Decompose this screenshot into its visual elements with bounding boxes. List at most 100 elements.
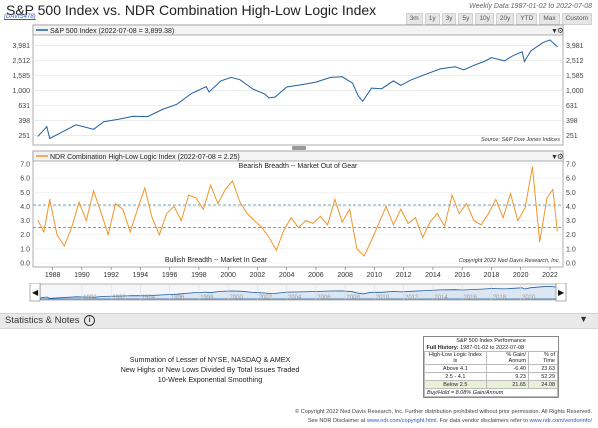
hl-data-point <box>349 208 350 210</box>
hl-y-tick-label: 1.0 <box>20 246 30 253</box>
chevron-down-icon[interactable]: ▼ <box>579 314 588 324</box>
hl-data-point <box>115 203 116 204</box>
timeframe-3m-button[interactable]: 3m <box>405 13 423 25</box>
timeframe-max-button[interactable]: Max <box>539 13 560 25</box>
perf-row-gain: 21.65 <box>485 380 529 389</box>
hl-data-point <box>305 220 307 221</box>
hl-x-tick-label: 2022 <box>542 272 558 279</box>
spx-data-point <box>274 96 276 98</box>
spx-y-tick-label: 251 <box>18 133 30 140</box>
timeframe-3y-button[interactable]: 3y <box>441 13 457 25</box>
spx-y-tick-label: 1,000 <box>12 88 30 95</box>
spx-source: Source: S&P Dow Jones Indices <box>481 137 560 143</box>
spx-data-point <box>191 92 192 94</box>
stats-header-bar[interactable]: Statistics & Notes i ▼ <box>0 313 598 329</box>
hl-data-point <box>63 245 65 247</box>
perf-title: S&P 500 Index Performance <box>456 337 526 344</box>
spx-data-point <box>252 88 254 90</box>
timeframe-ytd-button[interactable]: YTD <box>516 13 538 25</box>
hl-data-point <box>473 220 475 221</box>
navigator-x-tick-label: 2008 <box>346 295 360 301</box>
spx-legend-bar <box>32 24 564 36</box>
hl-y-tick-label: 0.0 <box>566 261 576 268</box>
spx-data-point <box>393 80 394 82</box>
footer-disclaimer-text: See NDR Disclaimer at <box>307 418 367 424</box>
navigator-right-arrow-icon[interactable]: ▶ <box>558 288 565 297</box>
perf-buyhold: Buy/Hold = 8.08% Gain/Annum <box>424 388 558 397</box>
spx-y-axis-right: 251 398 631 1,000 1,585 2,512 3,981 <box>566 43 584 140</box>
navigator-left-handle[interactable] <box>29 283 41 302</box>
spx-y-tick-label: 2,512 <box>12 58 30 65</box>
timeframe-20y-button[interactable]: 20y <box>495 13 515 25</box>
hl-data-point <box>195 197 197 199</box>
navigator-x-tick-label: 1992 <box>112 295 126 301</box>
copyright-link[interactable]: www.ndr.com/copyright.html <box>366 418 437 424</box>
spx-data-point <box>264 93 266 95</box>
spx-data-point <box>239 79 241 81</box>
hl-data-point <box>414 217 416 219</box>
navigator-x-tick-label: 2002 <box>259 295 273 301</box>
spx-data-point <box>491 57 492 59</box>
hl-x-tick-label: 2000 <box>220 272 236 279</box>
spx-gear-icon[interactable]: ⚙ <box>557 26 564 35</box>
timeframe-1y-button[interactable]: 1y <box>424 13 440 25</box>
timeframe-bar: 3m 1y 3y 5y 10y 20y YTD Max Custom <box>405 13 592 25</box>
perf-row-gain: 9.23 <box>485 372 529 381</box>
hl-gear-icon[interactable]: ⚙ <box>557 152 564 161</box>
hl-data-point <box>422 237 424 238</box>
spx-y-tick-label: 398 <box>566 118 578 125</box>
spx-data-point <box>268 97 270 99</box>
navigator-x-tick-label: 1996 <box>171 295 185 301</box>
hl-data-point <box>202 208 204 210</box>
hl-y-tick-label: 1.0 <box>566 246 576 253</box>
spx-data-point <box>512 55 514 56</box>
timeframe-custom-button[interactable]: Custom <box>561 13 592 25</box>
timeframe-5y-button[interactable]: 5y <box>458 13 474 25</box>
info-icon[interactable]: i <box>84 315 96 326</box>
hl-data-point <box>524 207 526 209</box>
hl-y-tick-label: 7.0 <box>566 162 576 169</box>
navigator-x-tick-label: 1990 <box>83 295 97 301</box>
spx-y-tick-label: 631 <box>18 103 30 110</box>
hl-data-point <box>334 198 336 200</box>
hl-x-tick-label: 1988 <box>45 272 61 279</box>
hl-y-tick-label: 4.0 <box>20 204 30 211</box>
spx-data-point <box>147 116 149 118</box>
spx-data-point <box>473 64 475 66</box>
navigator-x-tick-label: 2012 <box>405 295 419 301</box>
spx-y-tick-label: 251 <box>566 133 578 140</box>
hl-data-point <box>217 203 219 204</box>
vendor-info-link[interactable]: www.ndr.com/vendorinfo/ <box>529 418 593 424</box>
spx-data-point <box>37 135 39 137</box>
navigator-left-arrow-icon[interactable]: ◀ <box>32 288 39 297</box>
hl-data-point <box>188 194 190 196</box>
spx-data-point <box>357 95 359 97</box>
spx-y-tick-label: 1,000 <box>566 88 584 95</box>
hl-x-axis: 1988 1990 1992 1994 1996 1998 2000 2002 2004 2006… <box>45 267 558 279</box>
series-code-link[interactable]: (DAVIS478) <box>4 14 36 20</box>
hl-data-point <box>144 187 146 189</box>
hl-data-point <box>268 237 270 238</box>
spx-collapse-icon[interactable]: ▼ <box>551 28 558 35</box>
timeframe-10y-button[interactable]: 10y <box>475 13 494 25</box>
hl-data-point <box>290 217 292 219</box>
perf-row-label: 2.5 - 4.1 <box>424 372 487 381</box>
hl-data-point <box>327 224 329 226</box>
hl-data-point <box>137 208 138 210</box>
hl-data-point <box>37 220 39 221</box>
perf-history-label: Full History: <box>426 344 459 351</box>
hl-data-point <box>444 225 446 227</box>
hl-y-axis-right: 0.0 1.0 2.0 3.0 4.0 5.0 6.0 7.0 <box>566 162 576 268</box>
hl-y-tick-label: 3.0 <box>566 218 576 225</box>
panel-splitter-handle[interactable] <box>292 146 306 150</box>
hl-y-tick-label: 2.0 <box>20 232 30 239</box>
navigator[interactable]: 1990 1992 1994 1996 1998 2000 2002 2004 2006 2008… <box>0 283 598 302</box>
hl-collapse-icon[interactable]: ▼ <box>551 154 558 161</box>
hl-data-point <box>495 198 497 200</box>
spx-data-point <box>230 77 232 78</box>
navigator-right-handle[interactable] <box>555 283 567 302</box>
spx-data-point <box>521 51 523 53</box>
spx-y-tick-label: 2,512 <box>566 58 584 65</box>
hl-x-tick-label: 2018 <box>484 272 500 279</box>
footer-copyright: © Copyright 2022 Ned Davis Research, Inc… <box>295 409 592 415</box>
